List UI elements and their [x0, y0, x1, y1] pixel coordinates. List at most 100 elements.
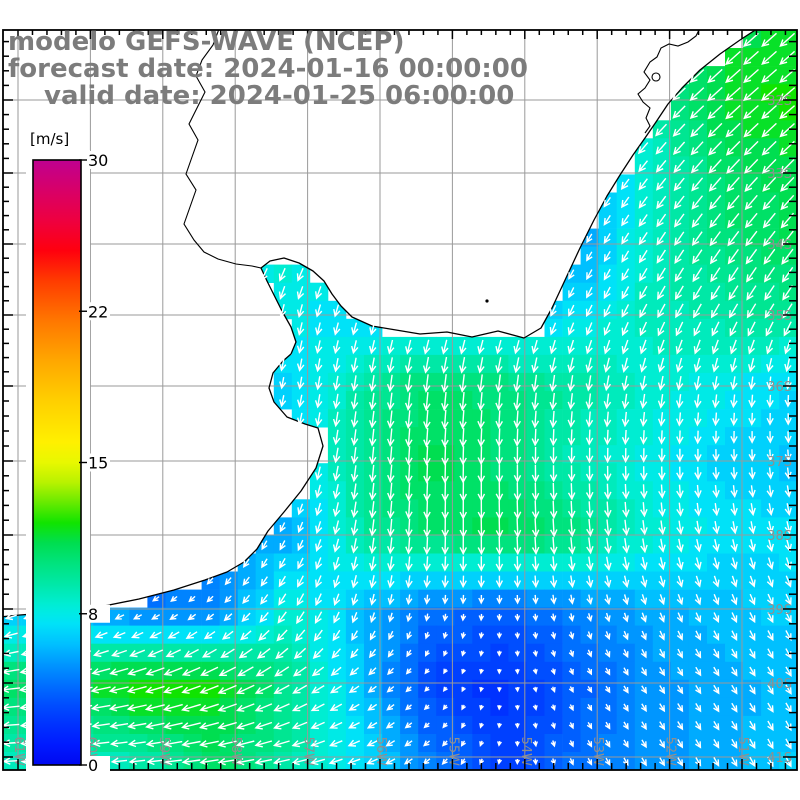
wind-arrow — [622, 630, 629, 641]
wind-arrow — [743, 140, 759, 156]
wind-arrow — [206, 577, 214, 585]
wind-arrow — [763, 248, 776, 265]
wind-arrow — [677, 739, 684, 749]
wind-arrow — [423, 704, 430, 711]
wind-arrow — [731, 702, 738, 713]
wind-arrow — [604, 757, 611, 766]
latitude-label: 36S — [767, 380, 792, 395]
wind-arrow — [240, 630, 252, 641]
wind-arrow — [658, 612, 665, 623]
wind-arrow — [292, 666, 307, 677]
wind-arrow — [640, 502, 648, 518]
wind-arrow — [656, 195, 667, 210]
wind-arrow — [621, 375, 630, 392]
wind-arrow — [315, 521, 323, 535]
wind-arrow — [603, 286, 611, 300]
wind-arrow — [674, 231, 685, 246]
wind-arrow — [333, 556, 341, 571]
wind-arrow — [549, 410, 558, 429]
wind-arrow — [386, 392, 395, 411]
wind-arrow — [621, 357, 629, 373]
wind-arrow — [603, 197, 611, 208]
wind-arrow — [94, 631, 108, 639]
wind-arrow — [603, 429, 612, 446]
wind-arrow — [109, 739, 128, 748]
wind-arrow — [332, 429, 341, 446]
wind-arrow — [495, 482, 504, 502]
wind-arrow — [655, 159, 667, 173]
wind-arrow — [3, 757, 19, 765]
wind-arrow — [621, 304, 630, 318]
wind-arrow — [206, 595, 214, 603]
wind-arrow — [604, 685, 611, 694]
wind-arrow — [477, 392, 485, 412]
wind-arrow — [658, 538, 666, 553]
wind-arrow — [296, 267, 304, 282]
wind-arrow — [531, 556, 540, 572]
wind-arrow — [639, 303, 648, 319]
wind-arrow — [567, 393, 576, 410]
latitude-label: 38S — [767, 529, 792, 544]
wind-arrow — [442, 632, 449, 640]
wind-arrow — [550, 613, 557, 622]
wind-arrow — [386, 374, 395, 393]
wind-arrow — [203, 631, 216, 640]
wind-arrow — [387, 612, 395, 623]
wind-arrow — [550, 722, 556, 730]
wind-arrow — [333, 340, 341, 355]
wind-arrow — [220, 648, 235, 659]
wind-arrow — [586, 703, 593, 712]
wind-arrow — [424, 668, 430, 675]
wind-arrow — [657, 448, 666, 463]
wind-arrow — [441, 374, 449, 393]
wind-arrow — [622, 538, 630, 554]
wind-arrow — [748, 431, 756, 444]
wind-arrow — [235, 757, 255, 766]
wind-arrow — [531, 575, 540, 589]
wind-arrow — [217, 740, 237, 748]
wind-arrow — [550, 668, 556, 676]
wind-arrow — [766, 467, 774, 480]
wind-arrow — [237, 666, 254, 677]
wind-arrow — [657, 430, 666, 445]
wind-arrow — [549, 465, 558, 483]
wind-arrow — [477, 482, 486, 502]
wind-arrow — [784, 431, 792, 444]
wind-arrow — [183, 648, 199, 658]
wind-arrow — [622, 594, 630, 606]
wind-arrow — [278, 304, 287, 318]
wind-arrow — [163, 685, 183, 694]
graticule — [3, 30, 797, 770]
wind-arrow — [712, 520, 720, 535]
wind-arrow — [639, 393, 648, 409]
wind-arrow — [730, 630, 738, 641]
wind-arrow — [531, 464, 540, 483]
wind-arrow — [764, 303, 775, 319]
wind-arrow — [310, 757, 326, 766]
wind-arrow — [640, 648, 647, 659]
wind-arrow — [568, 269, 575, 280]
wind-arrow — [187, 613, 197, 621]
wind-arrow — [386, 428, 395, 447]
wind-arrow — [311, 666, 325, 677]
wind-arrow — [532, 740, 538, 748]
wind-arrow — [278, 593, 287, 606]
wind-arrow — [151, 613, 161, 620]
wind-arrow — [640, 575, 648, 588]
wind-arrow — [709, 231, 721, 247]
wind-arrow — [639, 466, 648, 481]
wind-arrow — [767, 611, 774, 624]
wind-arrow — [748, 557, 756, 570]
wind-arrow — [675, 357, 684, 373]
wind-arrow — [731, 756, 738, 767]
wind-arrow — [351, 611, 359, 624]
wind-arrow — [549, 339, 557, 355]
wind-arrow — [694, 466, 702, 481]
wind-arrow — [405, 410, 413, 430]
wind-arrow — [622, 685, 629, 694]
wind-arrow — [567, 483, 576, 501]
wind-arrow — [387, 556, 395, 572]
wind-arrow — [351, 575, 359, 589]
wind-arrow — [332, 483, 341, 500]
wind-arrow — [297, 412, 305, 426]
